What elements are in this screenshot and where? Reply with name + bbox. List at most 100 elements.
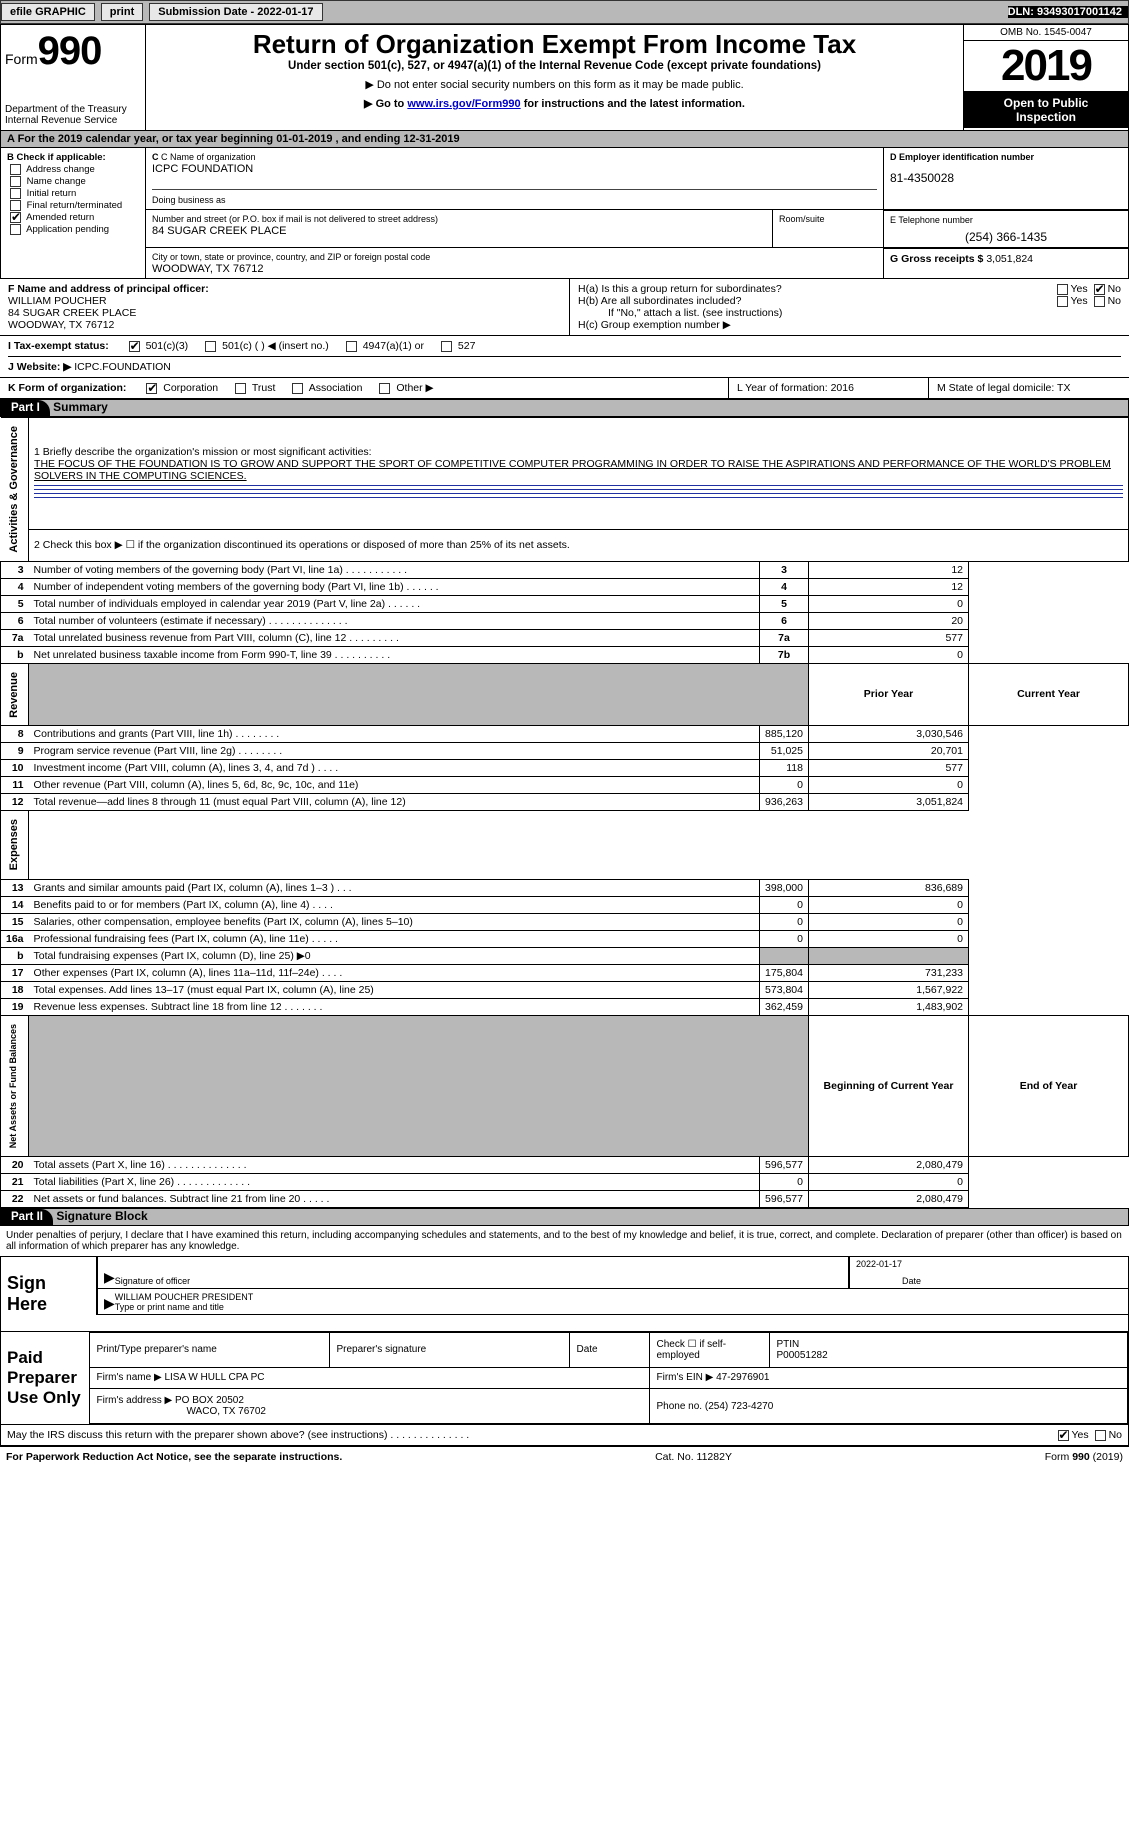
box-b-option[interactable]: Application pending — [7, 224, 139, 235]
box-b-option[interactable]: Initial return — [7, 188, 139, 199]
org-name: ICPC FOUNDATION — [152, 163, 877, 175]
line-a: A For the 2019 calendar year, or tax yea… — [0, 131, 1129, 148]
q2-label: 2 Check this box ▶ ☐ if the organization… — [29, 529, 1129, 561]
firm-phone-label: Phone no. — [656, 1401, 702, 1412]
phone-label: E Telephone number — [890, 215, 973, 225]
prep-date-label: Date — [570, 1333, 650, 1368]
box-b-option[interactable]: Name change — [7, 176, 139, 187]
box-b: B Check if applicable: Address change Na… — [1, 148, 146, 278]
hb-yes-checkbox[interactable] — [1057, 296, 1068, 307]
status-option[interactable]: 527 — [438, 340, 475, 352]
hb-no-checkbox[interactable] — [1094, 296, 1105, 307]
c-name-label: C C Name of organization — [152, 152, 256, 162]
submission-date-badge: Submission Date - 2022-01-17 — [149, 3, 322, 21]
summary-table: Activities & Governance 1 Briefly descri… — [0, 417, 1129, 1208]
part1-title: Summary — [53, 400, 108, 414]
section-i-j: I Tax-exempt status: 501(c)(3) 501(c) ( … — [0, 336, 1129, 378]
inspect-line1: Open to Public — [1004, 96, 1089, 110]
f-label: F Name and address of principal officer: — [8, 283, 209, 295]
officer-name-title: WILLIAM POUCHER PRESIDENT — [115, 1292, 254, 1302]
ptin-label: PTIN — [776, 1339, 799, 1350]
gross-receipts-label: G Gross receipts $ — [890, 253, 983, 265]
preparer-table: Print/Type preparer's name Preparer's si… — [89, 1332, 1128, 1424]
city-label: City or town, state or province, country… — [152, 252, 430, 262]
open-to-public-badge: Open to Public Inspection — [964, 92, 1128, 128]
tax-year: 2019 — [964, 41, 1128, 92]
part1-bar: Part I — [1, 400, 50, 416]
i-label: I Tax-exempt status: — [8, 340, 109, 352]
part-ii: Part II Signature Block Under penalties … — [0, 1208, 1129, 1446]
status-option[interactable]: Trust — [232, 382, 275, 394]
form-subtitle: Under section 501(c), 527, or 4947(a)(1)… — [154, 60, 955, 72]
section-expenses-label: Expenses — [6, 813, 22, 876]
dba-label: Doing business as — [152, 195, 226, 205]
box-d: D Employer identification number 81-4350… — [883, 148, 1128, 209]
efile-graphic-button[interactable]: efile GRAPHIC — [1, 3, 95, 21]
self-employed-label: Check ☐ if self-employed — [650, 1333, 770, 1368]
status-option[interactable]: Corporation — [143, 382, 218, 394]
phone-value: (254) 366-1435 — [890, 230, 1122, 244]
ein-label: D Employer identification number — [890, 152, 1034, 162]
addr-label: Number and street (or P.O. box if mail i… — [152, 214, 438, 224]
firm-phone-value: (254) 723-4270 — [705, 1401, 773, 1412]
omb-label: OMB No. 1545-0047 — [964, 25, 1128, 41]
ha-yes-checkbox[interactable] — [1057, 284, 1068, 295]
name-title-label: Type or print name and title — [115, 1302, 254, 1312]
firm-ein-value: 47-2976901 — [716, 1372, 769, 1383]
begin-year-header: Beginning of Current Year — [809, 1015, 969, 1156]
ein-value: 81-4350028 — [890, 171, 1122, 185]
hb-note: If "No," attach a list. (see instruction… — [578, 307, 1121, 319]
status-option[interactable]: 501(c) ( ) ◀ (insert no.) — [202, 340, 329, 352]
box-e: E Telephone number (254) 366-1435 — [883, 210, 1128, 247]
dept-label: Department of the Treasury — [5, 104, 141, 115]
part2-bar: Part II — [1, 1209, 53, 1225]
footer-right: Form 990 (2019) — [1045, 1451, 1123, 1463]
box-b-option[interactable]: Address change — [7, 164, 139, 175]
form-id-block: Form990 Department of the Treasury Inter… — [1, 25, 146, 130]
status-option[interactable]: Other ▶ — [376, 382, 433, 394]
city-value: WOODWAY, TX 76712 — [152, 263, 877, 275]
discuss-row: May the IRS discuss this return with the… — [0, 1425, 1129, 1446]
website-value: ICPC.FOUNDATION — [74, 361, 171, 373]
box-g: G Gross receipts $ 3,051,824 — [883, 248, 1128, 278]
footer-left: For Paperwork Reduction Act Notice, see … — [6, 1451, 342, 1463]
section-f-h: F Name and address of principal officer:… — [0, 279, 1129, 336]
form-number: 990 — [38, 29, 102, 73]
section-k-l-m: K Form of organization: Corporation Trus… — [0, 378, 1129, 399]
firm-addr2: WACO, TX 76702 — [96, 1406, 265, 1417]
sig-date-value: 2022-01-17 — [856, 1259, 902, 1269]
hb-label: H(b) Are all subordinates included? — [578, 295, 741, 307]
inspect-line2: Inspection — [1016, 110, 1076, 124]
k-label: K Form of organization: — [8, 382, 126, 394]
sign-here-label: Sign Here — [1, 1257, 96, 1331]
top-toolbar: efile GRAPHIC print Submission Date - 20… — [0, 0, 1129, 24]
m-state: M State of legal domicile: TX — [929, 378, 1129, 398]
status-option[interactable]: 501(c)(3) — [126, 340, 189, 352]
discuss-yes-checkbox[interactable] — [1058, 1430, 1069, 1441]
print-button[interactable]: print — [101, 3, 143, 21]
box-b-title: B Check if applicable: — [7, 152, 139, 163]
firm-addr-label: Firm's address ▶ — [96, 1395, 172, 1406]
footer-cat: Cat. No. 11282Y — [655, 1451, 732, 1463]
officer-addr1: 84 SUGAR CREEK PLACE — [8, 307, 136, 319]
firm-ein-label: Firm's EIN ▶ — [656, 1372, 713, 1383]
current-year-header: Current Year — [969, 663, 1129, 726]
note-post: for instructions and the latest informat… — [521, 98, 745, 110]
status-option[interactable]: Association — [289, 382, 362, 394]
status-option[interactable]: 4947(a)(1) or — [343, 340, 424, 352]
discuss-no-checkbox[interactable] — [1095, 1430, 1106, 1441]
prep-sig-label: Preparer's signature — [330, 1333, 570, 1368]
arrow-icon: ▶ — [104, 1269, 115, 1286]
sig-date-label: Date — [902, 1276, 921, 1286]
declaration-text: Under penalties of perjury, I declare th… — [0, 1226, 1129, 1256]
note-ssn: ▶ Do not enter social security numbers o… — [154, 78, 955, 91]
box-c-container: C C Name of organization ICPC FOUNDATION… — [146, 148, 1128, 278]
ha-no-checkbox[interactable] — [1094, 284, 1105, 295]
gross-receipts-value: 3,051,824 — [986, 253, 1033, 265]
firm-addr1: PO BOX 20502 — [175, 1395, 244, 1406]
page-footer: For Paperwork Reduction Act Notice, see … — [0, 1446, 1129, 1467]
box-b-option[interactable]: Amended return — [7, 212, 139, 223]
irs-link[interactable]: www.irs.gov/Form990 — [407, 98, 520, 110]
box-b-option[interactable]: Final return/terminated — [7, 200, 139, 211]
title-block: Return of Organization Exempt From Incom… — [146, 25, 963, 130]
